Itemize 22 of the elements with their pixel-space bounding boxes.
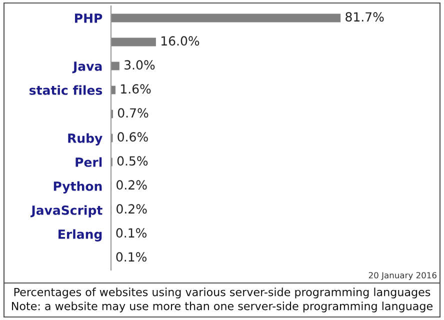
text: Percentages of websites using various server-side programming languages <box>14 288 430 298</box>
data-label: 0.1% <box>116 228 147 238</box>
y-tick-label: Perl <box>76 157 102 167</box>
y-tick-label: Erlang <box>58 229 102 242</box>
y-tick-label: Ruby <box>68 133 102 146</box>
y-tick-label: Java <box>72 62 102 74</box>
data-label: 0.6% <box>118 132 148 142</box>
y-tick-label: JavaScript <box>30 205 102 218</box>
y-tick-label: static files <box>30 85 102 95</box>
data-label: 16.0% <box>162 36 200 46</box>
text: 20 January 2016 <box>368 272 436 280</box>
text: Note: a website may use more than one server-side programming language <box>12 302 433 312</box>
data-label: 0.1% <box>116 252 147 262</box>
data-label: 1.6% <box>121 84 151 94</box>
y-tick-label: Python <box>54 181 102 194</box>
data-label: 0.2% <box>116 204 147 214</box>
data-label: 0.2% <box>116 180 147 190</box>
y-tick-label: PHP <box>75 14 102 23</box>
data-label: 81.7% <box>346 12 384 22</box>
data-label: 3.0% <box>124 60 155 70</box>
data-label: 0.5% <box>117 156 148 166</box>
data-label: 0.7% <box>118 108 148 118</box>
